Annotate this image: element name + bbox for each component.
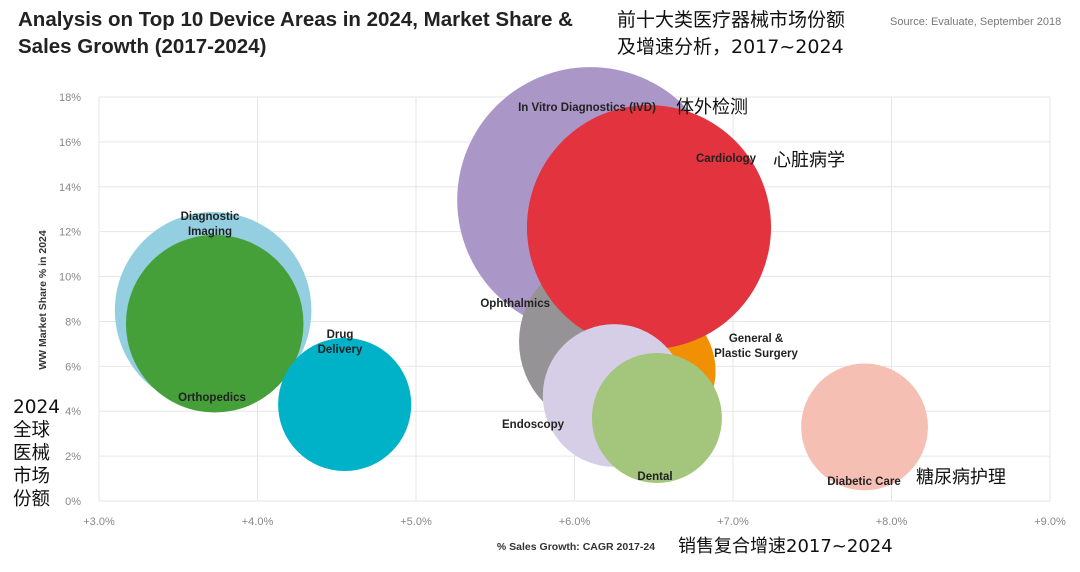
label-cardiology-cn: 心脏病学 — [773, 150, 845, 171]
label-cardiology: Cardiology — [696, 153, 757, 165]
label-ophthalmics: Ophthalmics — [480, 298, 550, 310]
chart-title-cn-line1: 前十大类医疗器械市场份额 — [617, 9, 846, 31]
x-axis-label: % Sales Growth: CAGR 2017-24 — [497, 541, 655, 553]
y-tick-label: 18% — [59, 92, 81, 104]
y-tick-label: 14% — [59, 182, 81, 194]
y-axis-label-cn: 2024 全球 医械 市场 份额 — [13, 396, 60, 511]
y-axis-label-cn-line: 市场 — [13, 466, 51, 487]
label-endoscopy: Endoscopy — [502, 419, 565, 431]
source-note: Source: Evaluate, September 2018 — [890, 16, 1062, 28]
label-drug-delivery: Drug Delivery — [318, 329, 363, 356]
x-tick-label: +6.0% — [559, 516, 591, 528]
label-ivd-cn: 体外检测 — [676, 97, 748, 118]
label-general-plastic-surgery: General & Plastic Surgery — [714, 333, 798, 360]
label-diagnostic-imaging: Diagnostic Imaging — [181, 211, 240, 238]
bubble-diabetic_care — [801, 363, 928, 491]
y-tick-label: 12% — [59, 227, 81, 239]
y-axis-label-cn-line: 2024 — [13, 397, 61, 418]
bubble-labels: In Vitro Diagnostics (IVD) 体外检测 Cardiology… — [178, 97, 1006, 488]
y-tick-label: 4% — [65, 406, 81, 418]
bubbles — [114, 67, 928, 491]
chart-title-en: Analysis on Top 10 Device Areas in 2024,… — [18, 8, 573, 58]
y-axis-label: WW Market Share % in 2024 — [37, 230, 49, 370]
x-axis-label-cn: 销售复合增速2017~2024 — [678, 536, 893, 557]
y-tick-label: 6% — [65, 361, 81, 373]
x-tick-label: +4.0% — [242, 516, 274, 528]
x-tick-label: +9.0% — [1034, 516, 1066, 528]
y-tick-label: 16% — [59, 137, 81, 149]
label-diabetic-care: Diabetic Care — [827, 476, 901, 488]
y-axis-label-cn-line: 份额 — [13, 489, 51, 510]
x-tick-label: +8.0% — [876, 516, 908, 528]
chart-title-cn-line2: 及增速分析，2017~2024 — [617, 36, 844, 58]
y-tick-label: 10% — [59, 272, 81, 284]
label-diabetic-care-cn: 糖尿病护理 — [916, 467, 1006, 488]
bubble-orthopedics — [125, 234, 304, 413]
x-tick-label: +7.0% — [717, 516, 749, 528]
y-tick-label: 0% — [65, 496, 81, 508]
label-orthopedics: Orthopedics — [178, 392, 246, 404]
chart-title-cn: 前十大类医疗器械市场份额 及增速分析，2017~2024 — [617, 7, 845, 61]
bubble-drug_delivery — [278, 337, 412, 472]
x-tick-label: +3.0% — [83, 516, 115, 528]
bubble-dental — [591, 352, 722, 483]
y-axis-label-cn-line: 全球 — [13, 420, 51, 441]
y-tick-label: 2% — [65, 451, 81, 463]
label-ivd: In Vitro Diagnostics (IVD) — [518, 102, 656, 114]
y-tick-label: 8% — [65, 316, 81, 328]
label-dental: Dental — [637, 471, 672, 483]
y-axis-label-cn-line: 医械 — [13, 443, 51, 464]
bubble-cardiology — [526, 105, 772, 350]
x-tick-label: +5.0% — [400, 516, 432, 528]
